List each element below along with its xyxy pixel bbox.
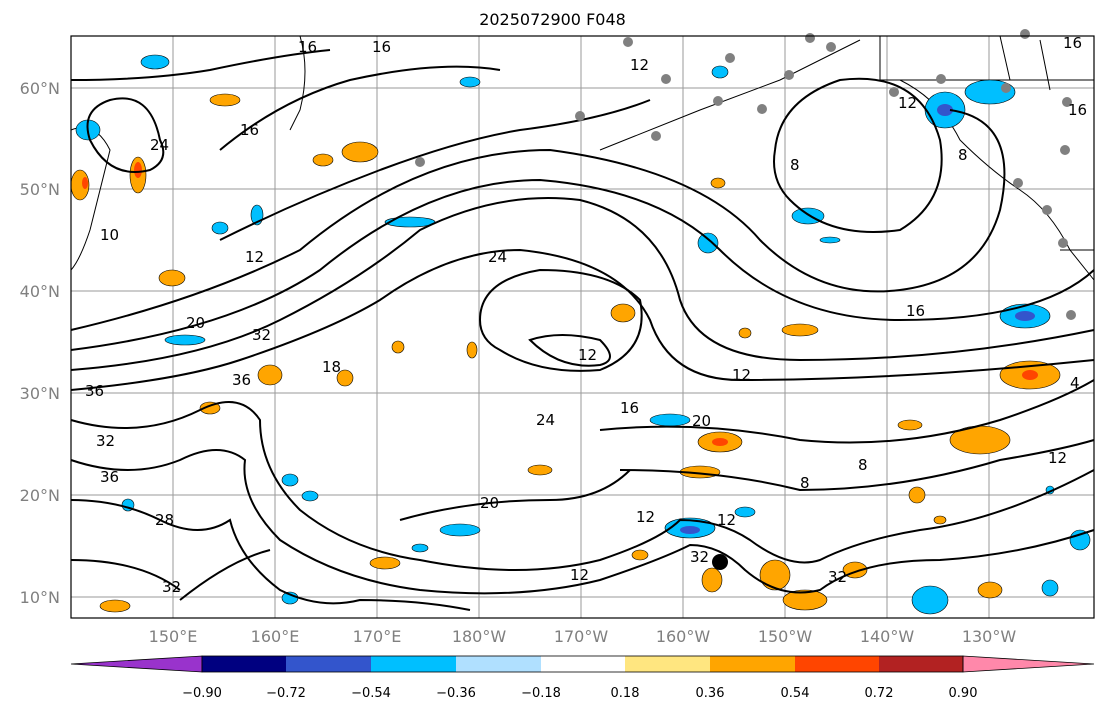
colorbar-under-arrow xyxy=(70,655,203,673)
contour-label: 32 xyxy=(828,568,847,586)
lon-label: 170°E xyxy=(353,627,402,646)
contour-label: 36 xyxy=(232,371,251,389)
lat-label: 30°N xyxy=(20,384,60,403)
colorbar-tick-label: 0.72 xyxy=(865,686,894,701)
longitude-labels: 150°E 160°E 170°E 180°W 170°W 160°W 150°… xyxy=(149,627,1017,646)
contour-label: 18 xyxy=(322,358,341,376)
contour-label: 16 xyxy=(620,399,639,417)
colorbar-segment xyxy=(625,656,710,672)
black-marker xyxy=(712,554,728,570)
map-frame-border xyxy=(70,35,1095,619)
contour-label-group: 16 16 16 12 12 8 16 24 12 10 24 20 32 36… xyxy=(85,34,1087,596)
contour-label: 12 xyxy=(898,94,917,112)
contour-label: 36 xyxy=(100,468,119,486)
lon-label: 160°E xyxy=(251,627,300,646)
dark-negative-patches xyxy=(680,104,1035,534)
contour-label: 20 xyxy=(186,314,205,332)
map-panel: 16 16 16 12 12 8 16 24 12 10 24 20 32 36… xyxy=(70,29,1095,619)
contour-label: 12 xyxy=(717,511,736,529)
colorbar-segment xyxy=(879,656,963,672)
contour-label: 12 xyxy=(636,508,655,526)
latitude-labels: 60°N 50°N 40°N 30°N 20°N 10°N xyxy=(20,79,60,607)
colorbar-tick-label: −0.36 xyxy=(436,686,476,701)
colorbar-tick-label: −0.18 xyxy=(521,686,561,701)
contour-label: 16 xyxy=(906,302,925,320)
colorbar-segment xyxy=(371,656,456,672)
contour-label: 16 xyxy=(372,38,391,56)
colorbar-outline xyxy=(201,655,964,673)
contour-label: 16 xyxy=(1063,34,1082,52)
contour-label: 12 xyxy=(630,56,649,74)
contour-label: 16 xyxy=(1068,101,1087,119)
lon-label: 150°W xyxy=(758,627,813,646)
colorbar-tick-label: 0.36 xyxy=(696,686,725,701)
lat-label: 10°N xyxy=(20,588,60,607)
contour-label: 8 xyxy=(858,456,868,474)
colorbar-tick-label: 0.90 xyxy=(949,686,978,701)
contour-label: 12 xyxy=(1048,449,1067,467)
lon-label: 140°W xyxy=(860,627,915,646)
colorbar-segment xyxy=(286,656,371,672)
colorbar-segment xyxy=(710,656,795,672)
colorbar: −0.90 −0.72 −0.54 −0.36 −0.18 0.18 0.36 … xyxy=(70,655,1095,701)
contour-label: 32 xyxy=(252,326,271,344)
lon-label: 180°W xyxy=(452,627,507,646)
colorbar-segment xyxy=(456,656,541,672)
height-contours xyxy=(70,49,1095,611)
colorbar-segment xyxy=(541,656,625,672)
colorbar-tick-label: 0.54 xyxy=(781,686,810,701)
contour-label: 32 xyxy=(162,578,181,596)
contour-label: 28 xyxy=(155,511,174,529)
contour-label: 36 xyxy=(85,382,104,400)
colorbar-tick-label: 0.18 xyxy=(611,686,640,701)
contour-label: 10 xyxy=(100,226,119,244)
contour-label: 8 xyxy=(958,146,968,164)
contour-label: 8 xyxy=(800,474,810,492)
contour-label: 16 xyxy=(240,121,259,139)
gridlines xyxy=(71,36,1094,618)
lon-label: 150°E xyxy=(149,627,198,646)
strong-positive-patches xyxy=(82,162,1038,446)
contour-label: 12 xyxy=(732,366,751,384)
contour-label: 32 xyxy=(690,548,709,566)
lat-label: 40°N xyxy=(20,282,60,301)
lat-label: 60°N xyxy=(20,79,60,98)
colorbar-segment xyxy=(202,656,286,672)
colorbar-tick-label: −0.54 xyxy=(351,686,391,701)
map-title: 2025072900 F048 xyxy=(479,10,626,29)
lon-label: 170°W xyxy=(554,627,609,646)
contour-label: 16 xyxy=(298,38,317,56)
colorbar-tick-label: −0.72 xyxy=(266,686,306,701)
lon-label: 160°W xyxy=(656,627,711,646)
contour-label: 12 xyxy=(570,566,589,584)
colorbar-tick-label: −0.90 xyxy=(182,686,222,701)
contour-label: 24 xyxy=(536,411,555,429)
lat-label: 50°N xyxy=(20,180,60,199)
contour-label: 8 xyxy=(790,156,800,174)
contour-label: 12 xyxy=(245,248,264,266)
lon-label: 130°W xyxy=(962,627,1017,646)
colorbar-over-arrow xyxy=(962,655,1095,673)
lat-label: 20°N xyxy=(20,486,60,505)
contour-label: 32 xyxy=(96,432,115,450)
contour-label: 20 xyxy=(692,412,711,430)
contour-label: 24 xyxy=(488,248,507,266)
colorbar-segment xyxy=(795,656,879,672)
contour-label: 4 xyxy=(1070,374,1080,392)
contour-label: 12 xyxy=(578,346,597,364)
contour-label: 24 xyxy=(150,136,169,154)
contour-label: 20 xyxy=(480,494,499,512)
